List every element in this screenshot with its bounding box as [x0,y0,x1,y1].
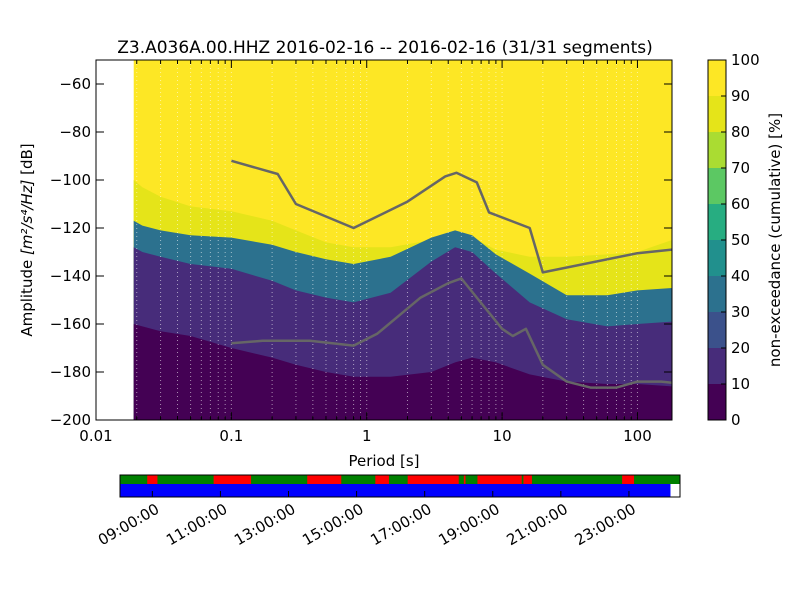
x-tick-label: 0.1 [219,427,243,445]
data-gap-segment [523,475,532,484]
timeline-tick-label: 15:00:00 [299,500,366,549]
colorbar-ticks: 0 10 20 30 40 50 60 70 80 90 100 [721,51,760,429]
data-gap-segment [463,475,466,484]
y-tick-label: −80 [59,123,91,141]
data-gap-segment [622,475,635,484]
y-tick-label: −100 [50,171,91,189]
data-gap-segment [477,475,522,484]
colorbar-tick-label: 60 [731,195,750,213]
data-gap-segment [307,475,342,484]
y-axis-label-prefix: Amplitude [18,255,36,337]
y-axis-ticks: −200 −180 −160 −140 −120 −100 −80 −60 [50,75,672,429]
data-coverage-timeline [119,474,681,498]
x-axis-ticks: 0.01 0.1 1 10 100 [79,60,652,445]
chart-title: Z3.A036A.00.HHZ 2016-02-16 -- 2016-02-16… [117,38,652,58]
heatmap-band-2 [133,324,672,420]
data-gap-segment [147,475,158,484]
colorbar-tick-label: 50 [731,231,750,249]
timeline-tick-label: 13:00:00 [231,500,298,549]
timeline-tick-label: 23:00:00 [572,500,639,549]
y-axis-label: Amplitude [m²/s⁴/Hz] [dB] [18,143,36,336]
y-tick-label: −200 [50,411,91,429]
y-tick-label: −60 [59,75,91,93]
psd-coverage-bar [120,484,671,497]
colorbar-tick-label: 100 [731,51,760,69]
y-tick-label: −160 [50,315,91,333]
colorbar-tick-label: 10 [731,375,750,393]
low-noise-model-line [231,277,672,389]
timeline-tick-label: 17:00:00 [367,500,434,549]
x-tick-label: 0.01 [79,427,112,445]
y-tick-label: −140 [50,267,91,285]
x-tick-label: 100 [623,427,652,445]
colorbar-tick-label: 20 [731,339,750,357]
timeline-tick-label: 19:00:00 [435,500,502,549]
x-tick-label: 1 [362,427,372,445]
model-curves [231,159,672,389]
data-availability-bar [120,475,680,484]
colorbar-tick-label: 70 [731,159,750,177]
colorbar-tick-label: 0 [731,411,741,429]
colorbar-tick-label: 40 [731,267,750,285]
x-tick-label: 10 [493,427,512,445]
timeline-tick-label: 09:00:00 [95,500,162,549]
data-gap-segment [375,475,389,484]
x-axis-label: Period [s] [348,452,419,470]
psd-heatmap [133,60,672,420]
plot-frame [95,59,673,421]
colorbar-tick-label: 80 [731,123,750,141]
y-tick-label: −120 [50,219,91,237]
data-gap-segment [407,475,459,484]
high-noise-model-line [231,159,672,274]
data-gap-segment [213,475,252,484]
x-grid [96,60,638,420]
timeline-tick-label: 21:00:00 [504,500,571,549]
timeline-frame [119,474,681,498]
colorbar-label: non-exceedance (cumulative) [%] [766,113,784,367]
timeline-ticks: 09:00:00 11:00:00 13:00:00 15:00:00 17:00:00… [95,491,639,549]
y-tick-label: −180 [50,363,91,381]
y-axis-label-unit: [m²/s⁴/Hz] [18,179,36,255]
timeline-tick-label: 11:00:00 [163,500,230,549]
colorbar-tick-label: 90 [731,87,750,105]
y-axis-label-suffix: [dB] [18,143,36,179]
colorbar-tick-label: 30 [731,303,750,321]
